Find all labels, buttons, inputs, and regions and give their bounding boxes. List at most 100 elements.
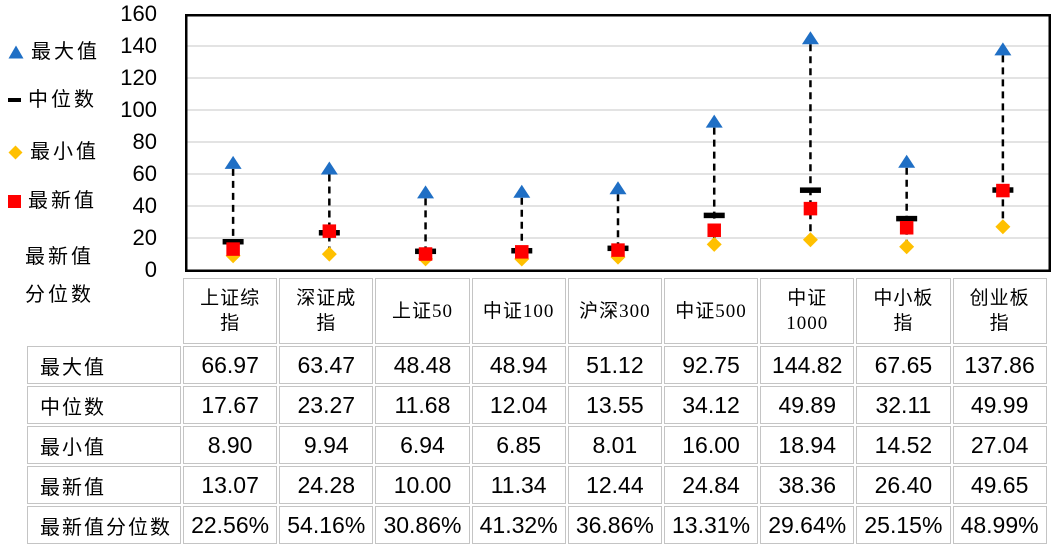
min-value-diamond-icon — [8, 145, 23, 160]
table-value-cell: 13.31% — [663, 506, 759, 544]
latest-marker — [515, 245, 529, 259]
min-marker — [706, 236, 722, 252]
triangle-shape — [8, 45, 24, 59]
legend-label: 中位数 — [28, 89, 97, 111]
legend-item-4: 最新值 — [8, 188, 97, 214]
row-label: 中位数 — [27, 386, 181, 424]
legend-item-5: 最新值 分位数 — [25, 238, 94, 314]
legend-item-3: 最小值 — [8, 139, 99, 165]
y-axis-tick-label: 120 — [120, 65, 157, 90]
row-label: 最新值分位数 — [27, 506, 181, 544]
table-corner-spacer — [27, 278, 181, 344]
y-axis-tick-label: 160 — [120, 1, 157, 26]
plot-border — [185, 14, 1051, 272]
column-header: 创业板 指 — [952, 278, 1047, 344]
table-value-cell: 51.12 — [567, 346, 662, 384]
table-value-cell: 23.27 — [279, 386, 374, 424]
y-axis-tick-label: 0 — [144, 257, 157, 282]
column-header: 中证500 — [663, 278, 759, 344]
column-header: 中证100 — [471, 278, 566, 344]
table-value-cell: 11.68 — [375, 386, 470, 424]
table-value-cell: 8.01 — [567, 426, 662, 464]
table-value-cell: 10.00 — [375, 466, 470, 504]
y-axis-tick-label: 20 — [132, 225, 157, 250]
max-marker — [898, 154, 916, 168]
table-value-cell: 17.67 — [183, 386, 278, 424]
column-header: 中小板 指 — [856, 278, 951, 344]
latest-marker — [418, 247, 433, 261]
table-value-cell: 14.52 — [856, 426, 951, 464]
max-value-triangle-icon — [8, 45, 24, 59]
table-value-cell: 49.99 — [952, 386, 1047, 424]
table-value-cell: 29.64% — [760, 506, 855, 544]
max-marker — [994, 42, 1012, 56]
table-value-cell: 12.44 — [567, 466, 662, 504]
table-value-cell: 13.55 — [567, 386, 662, 424]
latest-marker — [707, 223, 721, 238]
table-value-cell: 41.32% — [471, 506, 566, 544]
max-marker — [224, 155, 242, 169]
table-value-cell: 32.11 — [856, 386, 951, 424]
latest-marker — [803, 201, 818, 216]
min-marker — [321, 246, 337, 262]
table-value-cell: 24.28 — [279, 466, 374, 504]
median-dash-icon — [8, 98, 21, 102]
max-marker — [801, 31, 819, 45]
column-header: 上证综 指 — [183, 278, 278, 344]
min-marker — [802, 232, 818, 248]
table-value-cell: 16.00 — [663, 426, 759, 464]
table-value-cell: 36.86% — [567, 506, 662, 544]
table-value-cell: 66.97 — [183, 346, 278, 384]
table-value-cell: 27.04 — [952, 426, 1047, 464]
max-marker — [513, 184, 531, 198]
median-marker — [222, 238, 244, 245]
table-value-cell: 92.75 — [663, 346, 759, 384]
table-value-cell: 8.90 — [183, 426, 278, 464]
latest-marker — [226, 242, 240, 256]
row-label: 最大值 — [27, 346, 181, 384]
max-marker — [417, 185, 435, 199]
y-axis-tick-label: 80 — [132, 129, 157, 154]
table-value-cell: 6.94 — [375, 426, 470, 464]
table-value-cell: 26.40 — [856, 466, 951, 504]
y-axis-tick-label: 140 — [120, 33, 157, 58]
table-value-cell: 25.15% — [856, 506, 951, 544]
latest-marker — [899, 221, 914, 235]
table-value-cell: 49.65 — [952, 466, 1047, 504]
table-value-cell: 48.48 — [375, 346, 470, 384]
table-value-cell: 38.36 — [760, 466, 855, 504]
y-axis-tick-label: 100 — [120, 97, 157, 122]
latest-value-square-icon — [8, 194, 21, 208]
valuation-table: 上证综 指深证成 指上证50 中证100 沪深300 中证500 中证 1000 中小板 … — [27, 278, 1047, 544]
table-value-cell: 144.82 — [760, 346, 855, 384]
median-marker — [799, 187, 821, 193]
latest-marker — [322, 224, 337, 238]
table-value-cell: 9.94 — [279, 426, 374, 464]
table-value-cell: 67.65 — [856, 346, 951, 384]
table-value-cell: 63.47 — [279, 346, 374, 384]
min-marker — [995, 219, 1011, 235]
latest-marker — [996, 183, 1010, 198]
median-marker — [703, 212, 725, 219]
column-header: 中证 1000 — [760, 278, 855, 344]
table-value-cell: 12.04 — [471, 386, 566, 424]
legend-label: 最小值 — [30, 141, 99, 163]
legend-item-2: 中位数 — [8, 87, 97, 113]
y-axis-tick-label: 40 — [132, 193, 157, 218]
high-low-chart — [185, 14, 1051, 272]
max-marker — [320, 161, 338, 175]
column-header: 沪深300 — [567, 278, 662, 344]
column-header: 深证成 指 — [279, 278, 374, 344]
median-marker — [896, 215, 918, 222]
row-label: 最新值 — [27, 466, 181, 504]
row-label: 最小值 — [27, 426, 181, 464]
legend-label: 最新值 分位数 — [25, 246, 94, 306]
table-value-cell: 13.07 — [183, 466, 278, 504]
min-marker — [899, 239, 915, 255]
table-value-cell: 22.56% — [183, 506, 278, 544]
table-value-cell: 6.85 — [471, 426, 566, 464]
legend-item-1: 最大值 — [8, 39, 100, 65]
table-value-cell: 34.12 — [663, 386, 759, 424]
table-value-cell: 11.34 — [471, 466, 566, 504]
